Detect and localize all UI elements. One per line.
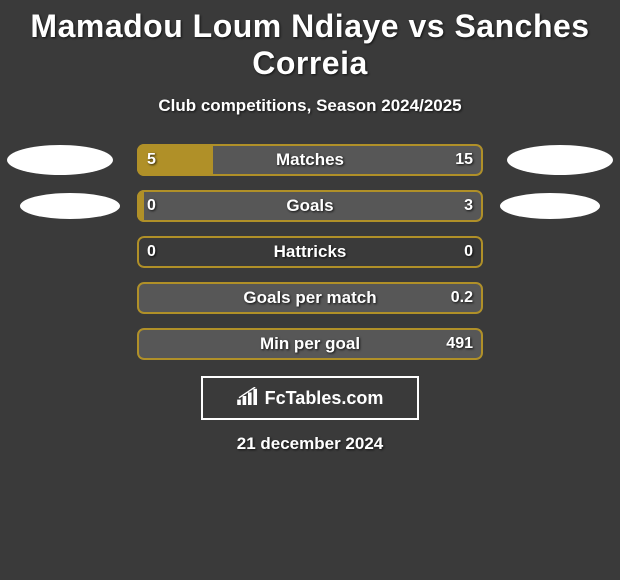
stat-bar: Goals per match0.2 (137, 282, 483, 314)
stat-row: Matches515 (0, 144, 620, 176)
stat-bar-right-fill (137, 282, 483, 314)
team-logo-right (507, 145, 613, 175)
stat-bar-right-fill (213, 144, 483, 176)
stat-bar-right-fill (144, 190, 483, 222)
subtitle: Club competitions, Season 2024/2025 (0, 96, 620, 116)
stat-value-right: 0 (464, 236, 473, 268)
stat-bar: Min per goal491 (137, 328, 483, 360)
stat-bar: Hattricks0 0 (137, 236, 483, 268)
stat-row: Goals per match0.2 (0, 282, 620, 314)
date-label: 21 december 2024 (0, 434, 620, 454)
stat-bar-border (137, 236, 483, 268)
stat-row: Goals03 (0, 190, 620, 222)
brand-box[interactable]: FcTables.com (201, 376, 419, 420)
stat-value-left: 0 (147, 236, 156, 268)
team-logo-left (20, 193, 120, 219)
brand-chart-icon (237, 387, 259, 410)
brand-text: FcTables.com (265, 388, 384, 409)
team-logo-left (7, 145, 113, 175)
stat-bar-right-fill (137, 328, 483, 360)
comparison-chart: Matches515 Goals03 Hattricks0 0 Goals per ma… (0, 144, 620, 360)
team-logo-right (500, 193, 600, 219)
stat-bar-left-fill (137, 190, 144, 222)
stat-bar: Goals03 (137, 190, 483, 222)
stat-bar-left-fill (137, 144, 213, 176)
page-title: Mamadou Loum Ndiaye vs Sanches Correia (0, 0, 620, 82)
stat-label: Hattricks (137, 236, 483, 268)
stat-row: Hattricks0 0 (0, 236, 620, 268)
stat-bar: Matches515 (137, 144, 483, 176)
stat-row: Min per goal491 (0, 328, 620, 360)
